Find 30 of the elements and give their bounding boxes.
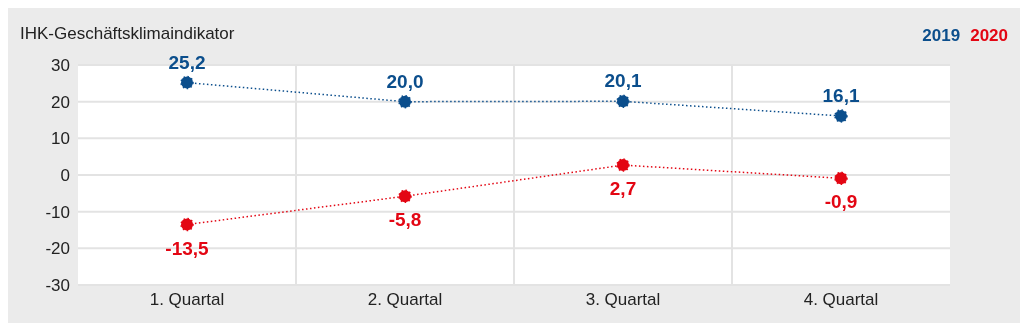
y-tick-label: 0 [60,166,70,186]
text: 2020 [970,26,1008,46]
point [834,171,848,186]
point [616,94,630,109]
x-tick-label: 4. Quartal [803,290,879,310]
y-tick-label: -10 [45,202,70,222]
y-tick-label: -20 [45,239,70,259]
chart-title: IHK-Geschäftsklimaindikator [20,24,235,44]
data-label: 20,1 [604,70,642,92]
x-tick-label: 3. Quartal [585,290,661,310]
point [834,109,848,123]
x-tick-label: 1. Quartal [149,290,225,310]
y-tick-label: 10 [51,129,70,149]
point [398,189,412,204]
data-label: -0,9 [824,191,858,213]
x-tick-label: 2. Quartal [367,290,443,310]
data-label: 20,0 [386,70,424,92]
text: 2019 [922,26,961,46]
point [180,217,194,232]
point [616,158,630,172]
point [180,75,194,90]
data-label: -13,5 [165,237,210,259]
data-label: 2,7 [609,178,637,200]
data-label: 16,1 [822,84,860,106]
y-tick-label: -30 [45,276,70,296]
data-label: 25,2 [168,51,206,73]
data-label: -5,8 [388,209,422,231]
point [398,94,412,109]
y-tick-label: 30 [51,56,70,76]
y-tick-label: 20 [51,92,70,112]
